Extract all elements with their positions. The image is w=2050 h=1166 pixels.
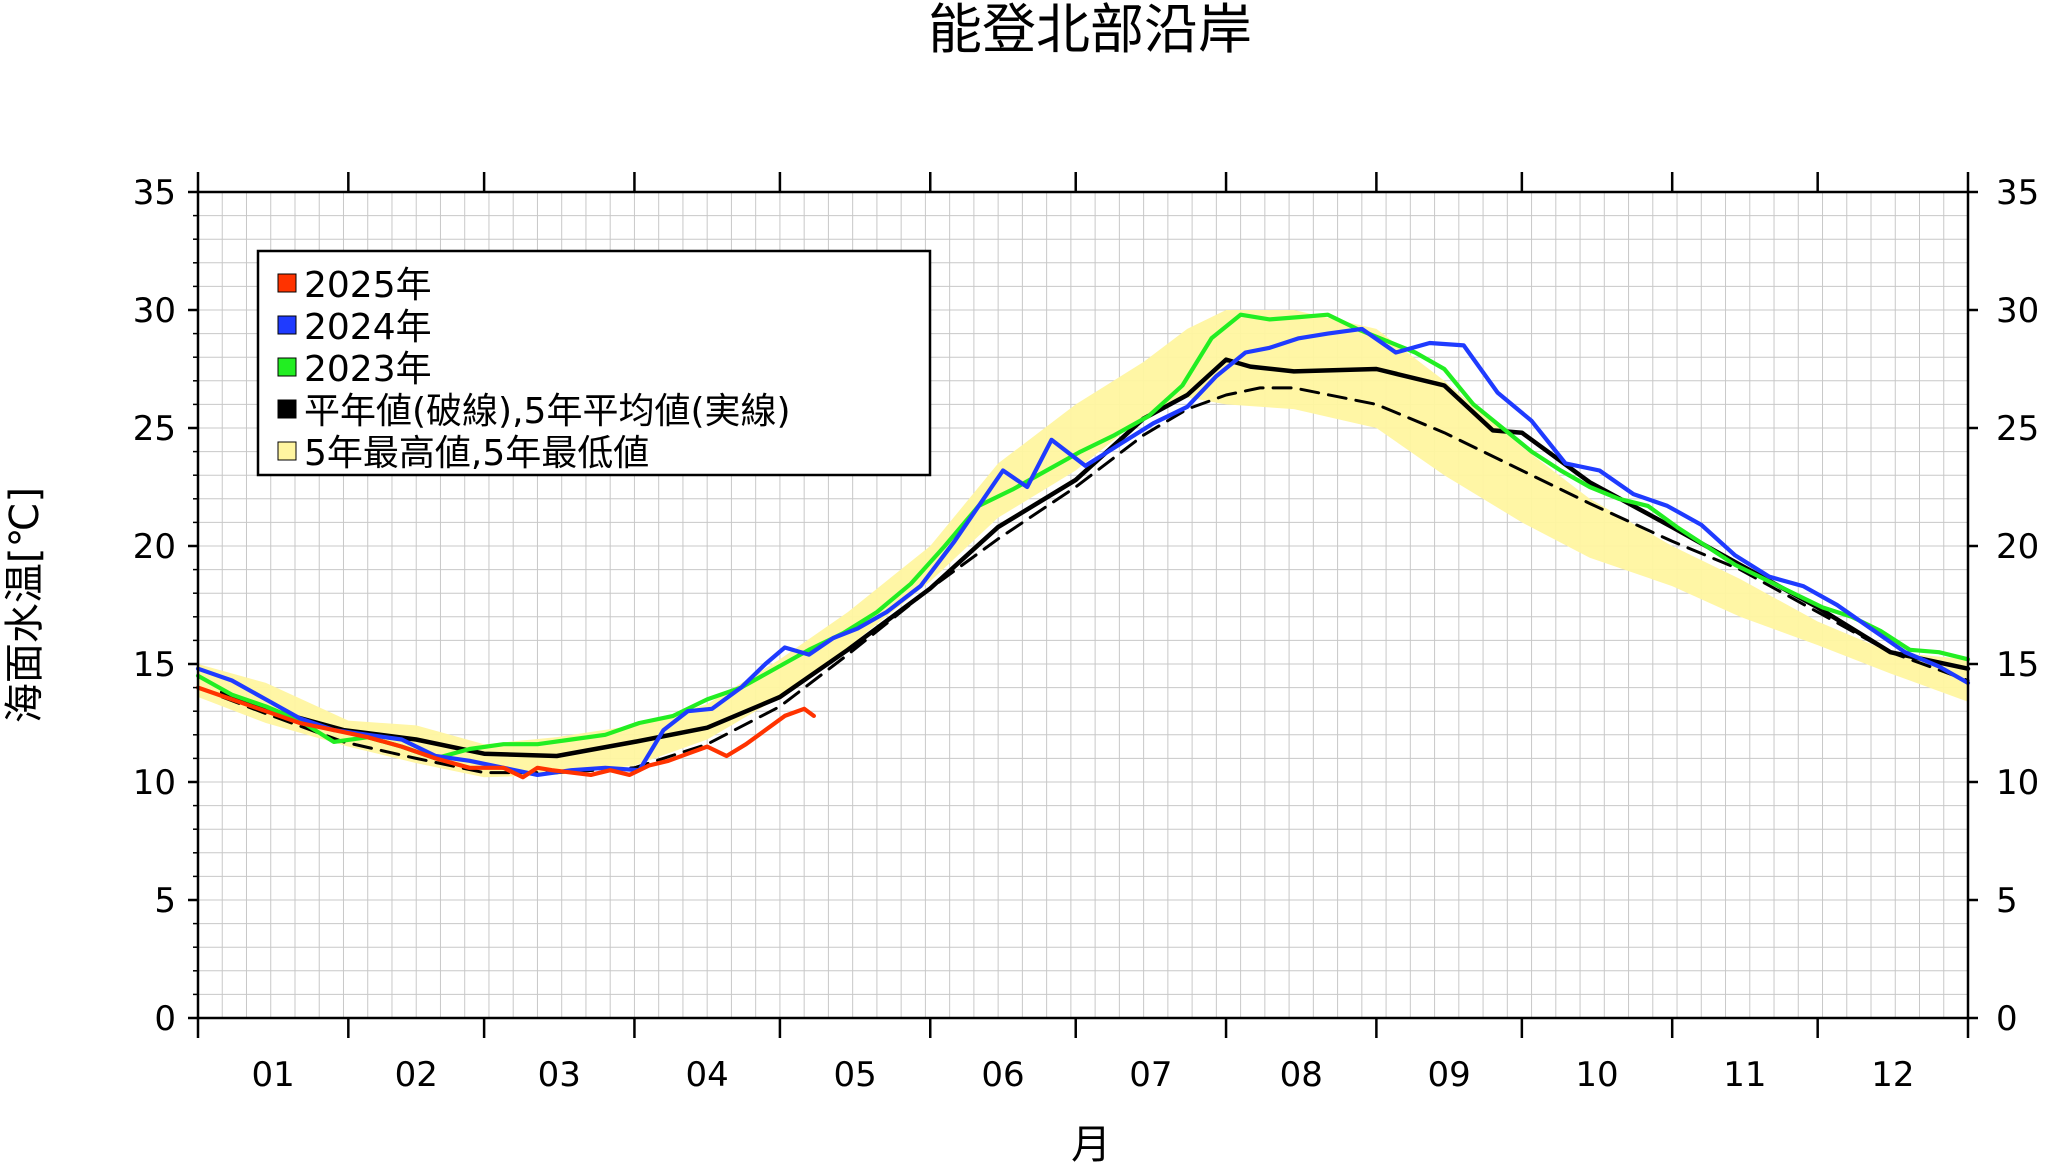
y-tick-label-right: 25 <box>1996 409 2039 449</box>
legend: 2025年2024年2023年平年値(破線),5年平均値(実線)5年最高値,5年… <box>256 249 932 477</box>
series-line-2024年 <box>195 326 1971 777</box>
x-tick-label: 08 <box>1280 1055 1323 1095</box>
plot-frame <box>196 190 1970 1020</box>
band-area <box>198 310 1968 778</box>
legend-swatch <box>277 273 297 293</box>
x-tick-label: 06 <box>981 1055 1024 1095</box>
y-tick-label-left: 5 <box>154 881 176 921</box>
series-line-2023年 <box>195 312 1971 761</box>
legend-label: 2025年 <box>304 265 432 306</box>
x-tick-label: 12 <box>1871 1055 1914 1095</box>
legend-label: 平年値(破線),5年平均値(実線) <box>304 391 791 432</box>
x-tick-label: 01 <box>252 1055 295 1095</box>
y-tick-label-right: 10 <box>1996 763 2039 803</box>
x-tick-label: 04 <box>686 1055 729 1095</box>
series-lines <box>195 312 1971 780</box>
x-tick-label: 05 <box>833 1055 876 1095</box>
x-axis-label: 月 <box>1071 1122 1111 1166</box>
legend-swatch <box>277 357 297 377</box>
legend-box <box>256 249 932 477</box>
y-tick-label-right: 35 <box>1996 173 2039 213</box>
y-tick-label-right: 30 <box>1996 291 2039 331</box>
y-tick-label-right: 0 <box>1996 999 2018 1039</box>
chart-title: 能登北部沿岸 <box>928 0 1252 61</box>
x-tick-label: 10 <box>1575 1055 1618 1095</box>
y-tick-label-right: 15 <box>1996 645 2039 685</box>
y-tick-label-left: 25 <box>133 409 176 449</box>
y-tick-label-right: 20 <box>1996 527 2039 567</box>
y-tick-label-left: 35 <box>133 173 176 213</box>
legend-label: 2023年 <box>304 349 432 390</box>
y-tick-label-left: 20 <box>133 527 176 567</box>
x-tick-label: 07 <box>1129 1055 1172 1095</box>
series-line-2025年 <box>195 685 816 780</box>
y-tick-label-left: 15 <box>133 645 176 685</box>
y-axis-label: 海面水温[℃] <box>2 487 48 723</box>
legend-swatch <box>277 441 297 461</box>
legend-swatch <box>277 399 297 419</box>
x-tick-label: 02 <box>395 1055 438 1095</box>
legend-swatch <box>277 315 297 335</box>
legend-label: 2024年 <box>304 307 432 348</box>
y-tick-label-right: 5 <box>1996 881 2018 921</box>
y-tick-label-left: 30 <box>133 291 176 331</box>
y-tick-label-left: 10 <box>133 763 176 803</box>
x-tick-label: 09 <box>1427 1055 1470 1095</box>
y-tick-label-left: 0 <box>154 999 176 1039</box>
five-year-range-band <box>198 310 1968 778</box>
x-tick-label: 11 <box>1723 1055 1766 1095</box>
series-line-平年値 <box>220 386 1970 775</box>
series-line-5年平均値 <box>219 357 1971 759</box>
x-tick-label: 03 <box>538 1055 581 1095</box>
legend-label: 5年最高値,5年最低値 <box>304 433 649 474</box>
